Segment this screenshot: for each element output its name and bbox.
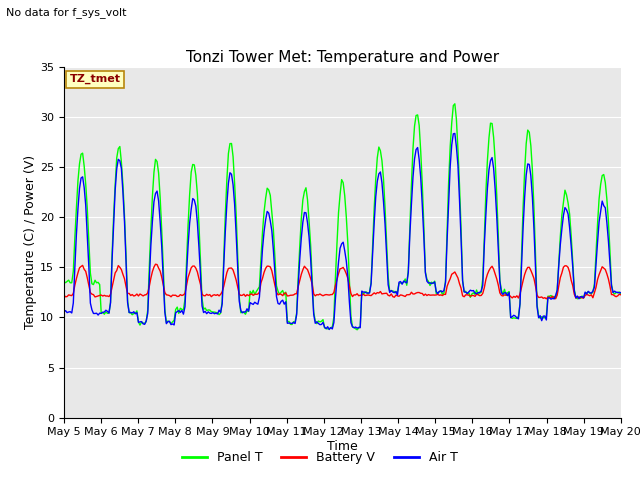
- Battery V: [617, 292, 625, 298]
- Panel T: [129, 312, 136, 318]
- Text: No data for f_sys_volt: No data for f_sys_volt: [6, 7, 127, 18]
- Legend: Panel T, Battery V, Air T: Panel T, Battery V, Air T: [177, 446, 463, 469]
- Air T: [226, 170, 234, 176]
- Battery V: [543, 296, 550, 301]
- Air T: [617, 289, 625, 295]
- Battery V: [228, 265, 236, 271]
- Air T: [60, 309, 68, 315]
- Text: TZ_tmet: TZ_tmet: [70, 74, 120, 84]
- Panel T: [226, 141, 234, 146]
- Panel T: [589, 289, 596, 295]
- Air T: [303, 220, 311, 226]
- Panel T: [254, 286, 262, 292]
- Battery V: [305, 271, 313, 276]
- Panel T: [60, 279, 68, 285]
- Line: Air T: Air T: [64, 133, 621, 329]
- Line: Battery V: Battery V: [64, 264, 621, 299]
- Battery V: [246, 292, 254, 298]
- Battery V: [129, 292, 136, 298]
- Panel T: [617, 291, 625, 297]
- Title: Tonzi Tower Met: Temperature and Power: Tonzi Tower Met: Temperature and Power: [186, 49, 499, 65]
- Panel T: [353, 327, 361, 333]
- Panel T: [303, 197, 311, 203]
- Battery V: [60, 292, 68, 298]
- Panel T: [451, 101, 459, 107]
- Air T: [451, 131, 459, 136]
- Battery V: [152, 261, 159, 267]
- X-axis label: Time: Time: [327, 440, 358, 453]
- Battery V: [255, 289, 263, 295]
- Air T: [129, 310, 136, 316]
- Air T: [254, 301, 262, 307]
- Air T: [325, 326, 333, 332]
- Panel T: [244, 309, 252, 314]
- Air T: [244, 308, 252, 314]
- Line: Panel T: Panel T: [64, 104, 621, 330]
- Air T: [589, 288, 596, 294]
- Y-axis label: Temperature (C) / Power (V): Temperature (C) / Power (V): [24, 156, 37, 329]
- Battery V: [589, 295, 596, 300]
